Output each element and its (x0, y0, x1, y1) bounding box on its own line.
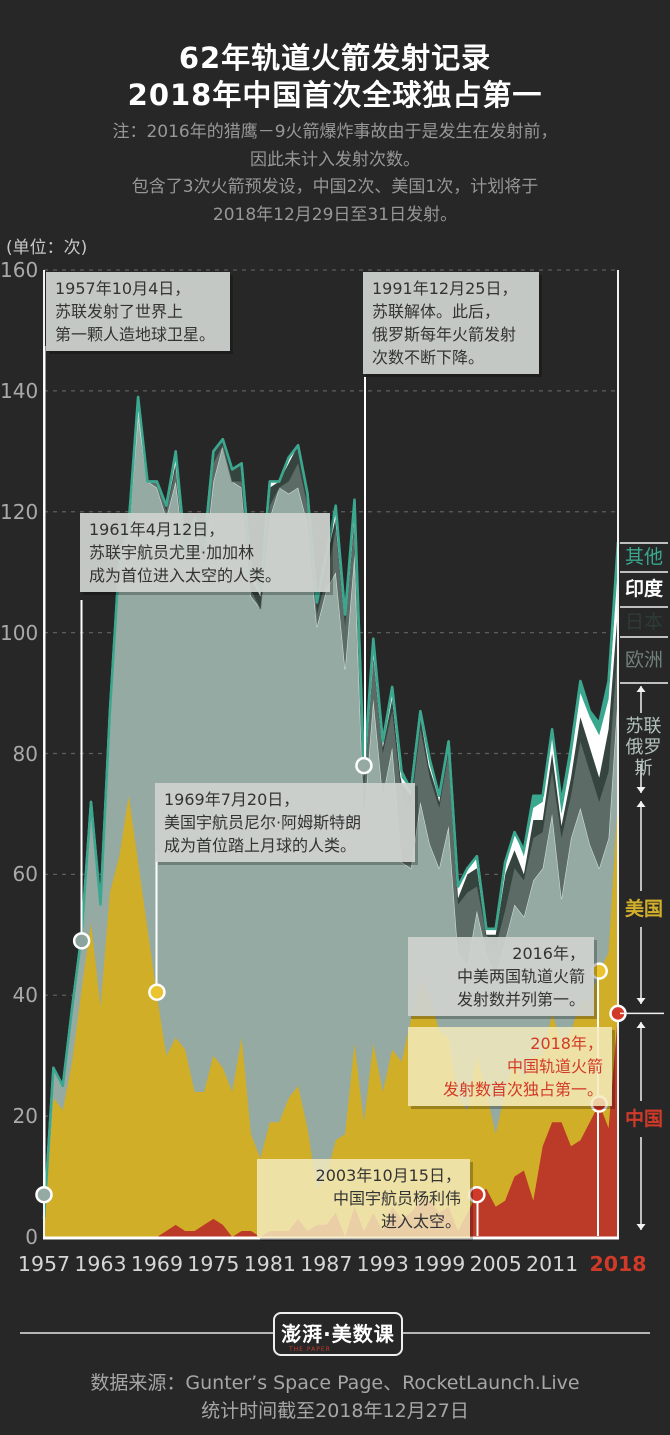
legend-india: 印度 (624, 578, 663, 600)
logo-subtext: THE PAPER (289, 1346, 331, 1353)
y-tick-label: 20 (12, 1104, 38, 1129)
data-source-line: 数据来源：Gunter’s Space Page、RocketLaunch.Li… (90, 1372, 580, 1394)
annotation-text: 2016年， (512, 944, 585, 963)
note-line: 2018年12月29日至31日发射。 (212, 204, 458, 225)
annotation-1957-sputnik: 1957年10月4日， 苏联发射了世界上 第一颗人造地球卫星。 (46, 272, 230, 351)
annotation-2003-yang-liwei: 2003年10月15日， 中国宇航员杨利伟 进入太空。 (257, 1159, 470, 1238)
x-tick-label: 1981 (243, 1252, 296, 1276)
x-tick-label: 1993 (356, 1252, 409, 1276)
annotation-text: 中国轨道火箭 (506, 1057, 603, 1076)
x-tick-label: 2018 (589, 1252, 647, 1276)
annotation-text: 苏联解体。此后， (372, 302, 501, 321)
legend-europe: 欧洲 (624, 649, 663, 671)
y-tick-label: 160 (0, 258, 39, 282)
x-tick-label: 2005 (469, 1252, 522, 1276)
x-tick-label: 1987 (300, 1252, 353, 1276)
x-tick-label: 1963 (74, 1252, 127, 1276)
annotation-text: 苏联宇航员尤里·加加林 (89, 543, 255, 562)
annotation-text: 中国宇航员杨利伟 (332, 1189, 461, 1208)
legend-usa: 美国 (624, 898, 663, 920)
annotation-text: 第一颗人造地球卫星。 (55, 325, 216, 344)
annotation-text: 发射数首次独占第一。 (442, 1080, 603, 1099)
title-line-1: 62年轨道火箭发射记录 (178, 41, 492, 75)
annotation-text: 成为首位进入太空的人类。 (89, 566, 282, 585)
legend-soviet-line2: 俄罗斯 (625, 737, 662, 779)
annotation-1969-armstrong: 1969年7月20日， 美国宇航员尼尔·阿姆斯特朗 成为首位踏上月球的人类。 (155, 783, 415, 862)
note-line: 因此未计入发射次数。 (250, 149, 420, 170)
y-tick-label: 120 (0, 499, 39, 524)
thepaper-meishuke-logo: 澎湃·美数课 THE PAPER (273, 1312, 403, 1356)
page-title: 62年轨道火箭发射记录 2018年中国首次全球独占第一 (0, 40, 670, 114)
annotation-text: 美国宇航员尼尔·阿姆斯特朗 (164, 813, 362, 832)
annotation-text: 发射数并列第一。 (456, 990, 585, 1009)
annotation-text: 中美两国轨道火箭 (456, 967, 585, 986)
y-tick-label: 80 (12, 741, 38, 766)
y-tick-label: 140 (0, 378, 39, 403)
annotation-text: 苏联发射了世界上 (55, 302, 184, 321)
y-tick-label: 60 (12, 862, 38, 887)
legend-others: 其他 (624, 546, 663, 568)
annotation-1991-ussr-collapse: 1991年12月25日， 苏联解体。此后， 俄罗斯每年火箭发射 次数不断下降。 (363, 272, 539, 374)
legend-soviet-line1: 苏联 (625, 716, 662, 737)
y-tick-label: 40 (12, 983, 38, 1008)
x-tick-label: 1999 (413, 1252, 466, 1276)
annotation-text: 2003年10月15日， (315, 1166, 461, 1185)
x-tick-label: 1957 (17, 1252, 71, 1276)
y-tick-label: 0 (25, 1225, 38, 1249)
annotation-text: 俄罗斯每年火箭发射 (372, 325, 517, 344)
title-line-2: 2018年中国首次全球独占第一 (127, 78, 543, 112)
annotation-text: 1961年4月12日， (89, 520, 225, 539)
x-tick-label: 1975 (187, 1252, 240, 1276)
annotation-text: 2018年， (530, 1034, 603, 1053)
annotation-2016-tied-first: 2016年， 中美两国轨道火箭 发射数并列第一。 (408, 937, 594, 1016)
legend-japan: 日本 (624, 611, 663, 633)
data-cutoff-line: 统计时间截至2018年12月27日 (201, 1400, 469, 1422)
x-tick-label: 1969 (130, 1252, 183, 1276)
chart-note: 注：2016年的猎鹰－9火箭爆炸事故由于是发生在发射前， 因此未计入发射次数。 … (0, 119, 670, 229)
note-line: 包含了3次火箭预发设，中国2次、美国1次，计划将于 (131, 177, 539, 197)
annotation-text: 1969年7月20日， (164, 790, 300, 809)
note-line: 注：2016年的猎鹰－9火箭爆炸事故由于是发生在发射前， (112, 122, 558, 142)
unit-label: (单位：次) (6, 238, 88, 258)
annotation-text: 1957年10月4日， (55, 279, 191, 298)
annotation-text: 1991年12月25日， (372, 279, 518, 298)
annotation-text: 成为首位踏上月球的人类。 (164, 836, 357, 855)
y-tick-label: 100 (0, 620, 39, 645)
x-tick-label: 2011 (526, 1252, 579, 1276)
logo-text: 澎湃·美数课 (281, 1322, 395, 1346)
annotation-text: 进入太空。 (380, 1212, 461, 1231)
annotation-1961-gagarin: 1961年4月12日， 苏联宇航员尤里·加加林 成为首位进入太空的人类。 (80, 513, 330, 592)
annotation-2018-china-first: 2018年， 中国轨道火箭 发射数首次独占第一。 (408, 1027, 612, 1106)
legend-soviet-russia: 苏联 俄罗斯 (617, 716, 670, 779)
legend-china: 中国 (624, 1108, 663, 1130)
annotation-text: 次数不断下降。 (372, 348, 485, 367)
